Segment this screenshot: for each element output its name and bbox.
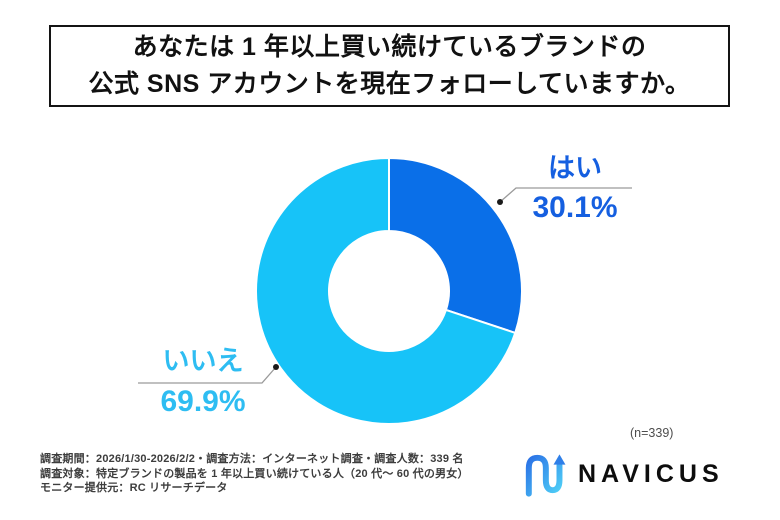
no-label: いいえ xyxy=(162,346,244,376)
title-line-1: あなたは 1 年以上買い続けているブランドの xyxy=(132,33,647,61)
no-percentage: 69.9% xyxy=(160,385,246,418)
donut-segments xyxy=(255,157,523,425)
no-leader-line xyxy=(138,366,277,384)
donut-segment-1 xyxy=(255,157,517,425)
yes-percentage: 30.1% xyxy=(532,191,618,224)
survey-details: 調査期間：2026/1/30-2026/2/2・調査方法：インターネット調査・調… xyxy=(40,452,469,496)
navicus-wordmark: NAVICUS xyxy=(578,459,724,488)
title-box: あなたは 1 年以上買い続けているブランドの 公式 SNS アカウントを現在フォ… xyxy=(49,25,730,107)
survey-target: 調査対象：特定ブランドの製品を 1 年以上買い続けている人（20 代～ 60 代… xyxy=(40,467,469,480)
donut-segment-0 xyxy=(388,157,523,334)
yes-label: はい xyxy=(548,153,602,183)
survey-period-method: 調査期間：2026/1/30-2026/2/2・調査方法：インターネット調査・調… xyxy=(40,453,464,465)
survey-monitor-source: モニター提供元：RC リサーチデータ xyxy=(40,482,228,494)
title-line-2: 公式 SNS アカウントを現在フォローしていますか。 xyxy=(88,70,691,98)
navicus-arrow-icon xyxy=(525,454,566,497)
no-leader-dot xyxy=(273,364,279,370)
yes-leader-dot xyxy=(497,199,503,205)
sample-size-note: (n=339) xyxy=(630,426,674,440)
navicus-logo: NAVICUS xyxy=(522,450,724,498)
yes-leader-line xyxy=(499,187,632,203)
